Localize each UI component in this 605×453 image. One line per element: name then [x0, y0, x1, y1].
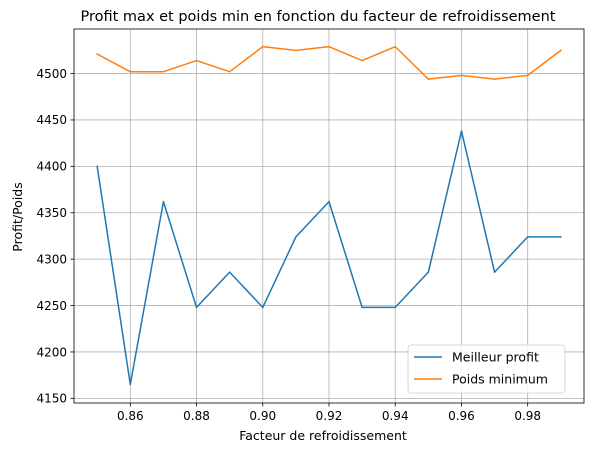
y-tick-label: 4300 — [36, 252, 67, 266]
data-point — [560, 236, 562, 238]
data-point — [394, 45, 396, 48]
y-tick-label: 4400 — [36, 160, 67, 174]
plot-series — [96, 45, 562, 386]
x-tick-label: 0.86 — [117, 409, 144, 423]
data-point — [427, 271, 430, 273]
x-tick-label: 0.88 — [183, 409, 210, 423]
data-point — [262, 45, 264, 48]
data-point — [526, 236, 529, 238]
data-point — [295, 236, 297, 238]
y-tick-label: 4150 — [36, 392, 67, 406]
legend-box — [407, 344, 566, 394]
y-tick-label: 4450 — [36, 113, 67, 127]
y-tick-label: 4500 — [36, 67, 67, 81]
data-point — [361, 59, 363, 62]
y-tick-label: 4350 — [36, 206, 67, 220]
data-point — [195, 59, 198, 62]
x-axis-label: Facteur de refroidissement — [239, 428, 407, 443]
legend-label: Meilleur profit — [452, 350, 539, 365]
chart-title: Profit max et poids min en fonction du f… — [81, 9, 556, 25]
data-point — [262, 306, 264, 309]
data-point — [361, 306, 363, 309]
data-point — [460, 130, 463, 132]
data-point — [328, 200, 330, 203]
y-axis-ticks: 4150 4200 4250 4300 4350 4400 4450 4500 — [36, 67, 74, 406]
x-tick-label: 0.96 — [448, 409, 475, 423]
data-point — [228, 271, 231, 273]
legend-label: Poids minimum — [452, 372, 548, 387]
data-point — [96, 53, 98, 55]
data-point — [493, 271, 496, 273]
y-tick-label: 4200 — [36, 345, 67, 359]
data-point — [460, 74, 463, 77]
x-tick-label: 0.94 — [382, 409, 409, 423]
data-point — [129, 383, 132, 386]
x-axis-ticks: 0.86 0.88 0.90 0.92 0.94 0.96 0.98 — [117, 403, 541, 423]
data-point — [162, 200, 165, 203]
data-point — [493, 78, 496, 80]
series-points-1 — [96, 130, 562, 386]
data-point — [162, 70, 165, 73]
series-points-2 — [96, 45, 562, 80]
data-point — [295, 49, 297, 52]
grid-lines — [74, 29, 584, 403]
y-tick-label: 4250 — [36, 299, 67, 313]
data-point — [96, 165, 98, 168]
x-tick-label: 0.98 — [514, 409, 541, 423]
data-point — [129, 70, 132, 73]
x-tick-label: 0.92 — [316, 409, 343, 423]
data-point — [195, 306, 198, 309]
y-axis-label: Profit/Poids — [10, 182, 25, 251]
data-point — [526, 74, 529, 77]
data-point — [427, 78, 430, 80]
data-point — [560, 49, 562, 52]
data-point — [228, 70, 231, 73]
data-point — [328, 45, 330, 48]
x-tick-label: 0.90 — [249, 409, 276, 423]
chart-legend: Meilleur profit Poids minimum — [407, 344, 566, 394]
data-point — [394, 306, 396, 309]
